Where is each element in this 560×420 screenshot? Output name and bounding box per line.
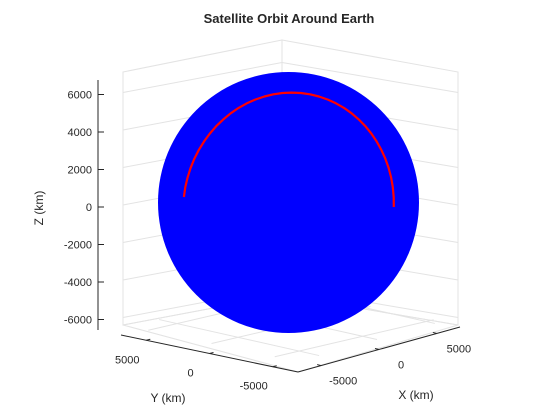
y-ticks: 5000 0 -5000 <box>115 338 277 393</box>
orbit-front-segment <box>182 91 395 208</box>
earth-sphere <box>158 72 419 333</box>
x-tick-label: 0 <box>398 360 404 372</box>
y-axis-label: Y (km) <box>150 391 185 405</box>
z-tick-label: 2000 <box>68 165 92 177</box>
z-grid-line <box>122 62 283 93</box>
x-tick-label: 5000 <box>447 343 471 355</box>
z-tick-label: -4000 <box>64 277 92 289</box>
y-tick-mark <box>146 338 151 341</box>
z-tick-label: -6000 <box>64 315 92 327</box>
y-tick-mark <box>209 352 214 354</box>
x-tick-label: -5000 <box>329 376 357 388</box>
x-tick-mark <box>374 348 380 350</box>
y-tick-label: 0 <box>187 368 193 380</box>
z-tick-label: 6000 <box>68 90 92 102</box>
z-tick-label: -2000 <box>64 240 92 252</box>
z-ticks: 6000 4000 2000 0 -2000 -4000 -6000 <box>64 90 104 327</box>
x-ticks: -5000 0 5000 <box>317 331 471 388</box>
chart-title: Satellite Orbit Around Earth <box>204 11 375 26</box>
z-grid-line <box>281 62 459 93</box>
y-grid-line <box>274 319 434 358</box>
z-tick-label: 0 <box>86 202 92 214</box>
y-tick-label: 5000 <box>115 354 139 366</box>
x-grid-line <box>159 319 320 357</box>
x-axis-label: X (km) <box>398 388 433 402</box>
y-tick-mark <box>272 365 277 368</box>
x-tick-mark <box>317 364 322 367</box>
y-tick-label: -5000 <box>240 381 268 393</box>
x-tick-mark <box>432 331 437 334</box>
z-axis-label: Z (km) <box>32 191 46 226</box>
z-tick-label: 4000 <box>68 127 92 139</box>
